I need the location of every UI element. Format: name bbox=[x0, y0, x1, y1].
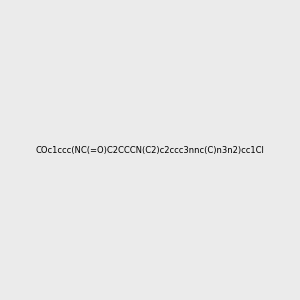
Text: COc1ccc(NC(=O)C2CCCN(C2)c2ccc3nnc(C)n3n2)cc1Cl: COc1ccc(NC(=O)C2CCCN(C2)c2ccc3nnc(C)n3n2… bbox=[36, 146, 264, 154]
